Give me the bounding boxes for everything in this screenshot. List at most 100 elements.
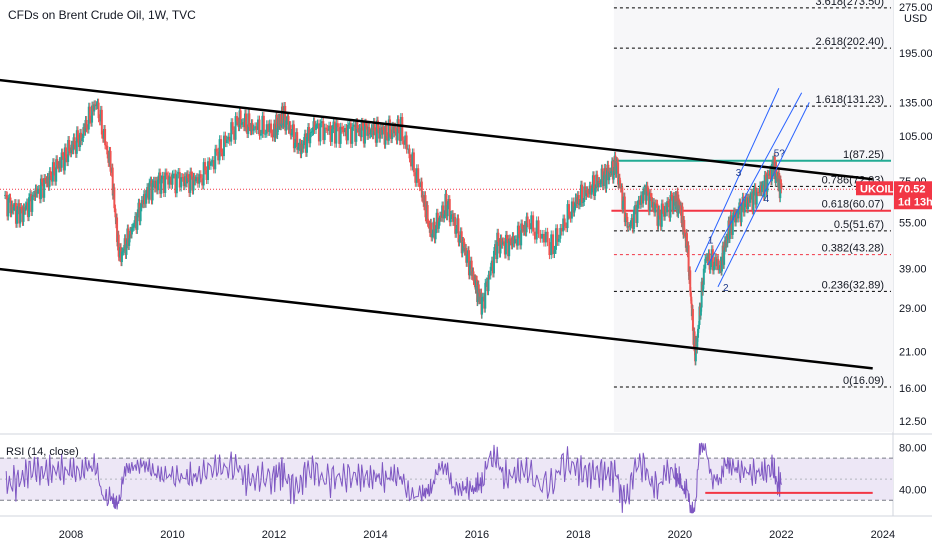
candle-body xyxy=(646,185,649,192)
candle-body xyxy=(307,127,310,138)
candle-body xyxy=(650,197,653,208)
candle-body xyxy=(710,249,713,263)
candle-body xyxy=(408,148,411,159)
candle-body xyxy=(560,227,563,232)
candle-body xyxy=(230,122,233,142)
candle-body xyxy=(304,133,307,153)
candle-body xyxy=(753,187,756,192)
candle-body xyxy=(728,229,731,239)
candle-body xyxy=(773,156,776,169)
candle-body xyxy=(22,207,25,222)
candle-body xyxy=(81,137,84,142)
candle-body xyxy=(127,228,130,246)
candle-body xyxy=(667,201,670,203)
candle-body xyxy=(696,337,699,350)
candle-body xyxy=(136,213,139,230)
candle-body xyxy=(591,175,594,189)
candle-body xyxy=(196,177,199,184)
candle-body xyxy=(597,181,600,188)
candle-body xyxy=(319,123,322,142)
candle-body xyxy=(511,236,514,246)
candle-body xyxy=(401,117,404,141)
candle-body xyxy=(129,230,132,239)
candle-body xyxy=(698,306,701,325)
candle-body xyxy=(172,173,175,175)
candle-body xyxy=(299,142,302,155)
candle-body xyxy=(157,179,160,191)
candle-body xyxy=(598,181,601,184)
candle-body xyxy=(317,123,320,142)
candle-body xyxy=(539,233,542,239)
candle-body xyxy=(373,121,376,132)
elliott-channel-mid xyxy=(707,92,803,266)
candle-body xyxy=(631,218,634,230)
candle-body xyxy=(356,122,359,129)
candle-body xyxy=(234,116,237,140)
candle-body xyxy=(616,161,619,163)
candle-body xyxy=(459,231,462,239)
candle-body xyxy=(250,123,253,132)
candle-body xyxy=(301,143,304,149)
candle-body xyxy=(643,188,646,191)
candle-body xyxy=(484,282,487,309)
candle-body xyxy=(186,174,189,184)
candle-body xyxy=(84,119,87,132)
candle-body xyxy=(693,331,696,352)
candle-body xyxy=(73,137,76,145)
candle-body xyxy=(491,260,494,274)
time-tick-label: 2008 xyxy=(59,529,83,541)
candle-body xyxy=(467,250,470,276)
candle-body xyxy=(757,192,760,194)
candle-body xyxy=(452,214,455,222)
candle-body xyxy=(412,152,415,173)
candle-body xyxy=(82,127,85,138)
candle-body xyxy=(479,296,482,300)
candle-body xyxy=(641,195,644,204)
price-badge-countdown: 1d 13h xyxy=(898,196,932,208)
candle-body xyxy=(530,215,533,230)
candle-body xyxy=(108,150,111,163)
candle-body xyxy=(654,203,657,213)
candle-body xyxy=(396,119,399,141)
candle-body xyxy=(394,126,397,132)
candle-body xyxy=(712,265,715,271)
candle-body xyxy=(541,233,544,239)
candle-body xyxy=(57,165,60,169)
candle-body xyxy=(16,210,19,224)
candle-body xyxy=(289,125,292,136)
candle-body xyxy=(366,125,369,136)
candle-body xyxy=(386,136,389,141)
candle-body xyxy=(55,159,58,182)
candle-body xyxy=(165,172,168,176)
candle-body xyxy=(496,232,499,260)
candle-body xyxy=(699,307,702,316)
candle-body xyxy=(35,188,38,194)
candle-body xyxy=(432,221,435,234)
candle-body xyxy=(656,203,659,226)
candle-body xyxy=(86,128,89,130)
candle-body xyxy=(714,257,717,266)
candle-body xyxy=(415,168,418,183)
candle-body xyxy=(358,127,361,133)
candle-body xyxy=(104,128,107,146)
candle-body xyxy=(486,281,489,292)
candle-body xyxy=(449,214,452,223)
candle-body xyxy=(46,177,49,184)
candle-body xyxy=(774,165,777,183)
candle-body xyxy=(566,204,569,229)
candle-body xyxy=(261,115,264,134)
candle-body xyxy=(37,188,40,190)
channel-lower-line xyxy=(0,267,873,370)
elliott-channel-lower xyxy=(717,102,810,288)
candle-body xyxy=(758,185,761,193)
candle-body xyxy=(151,183,154,201)
candle-body xyxy=(751,192,754,211)
candle-body xyxy=(576,195,579,204)
candle-body xyxy=(715,257,718,267)
candle-body xyxy=(706,257,709,261)
candle-body xyxy=(128,238,131,246)
candle-body xyxy=(91,105,94,123)
candle-body xyxy=(694,339,697,362)
candle-body xyxy=(132,226,135,228)
